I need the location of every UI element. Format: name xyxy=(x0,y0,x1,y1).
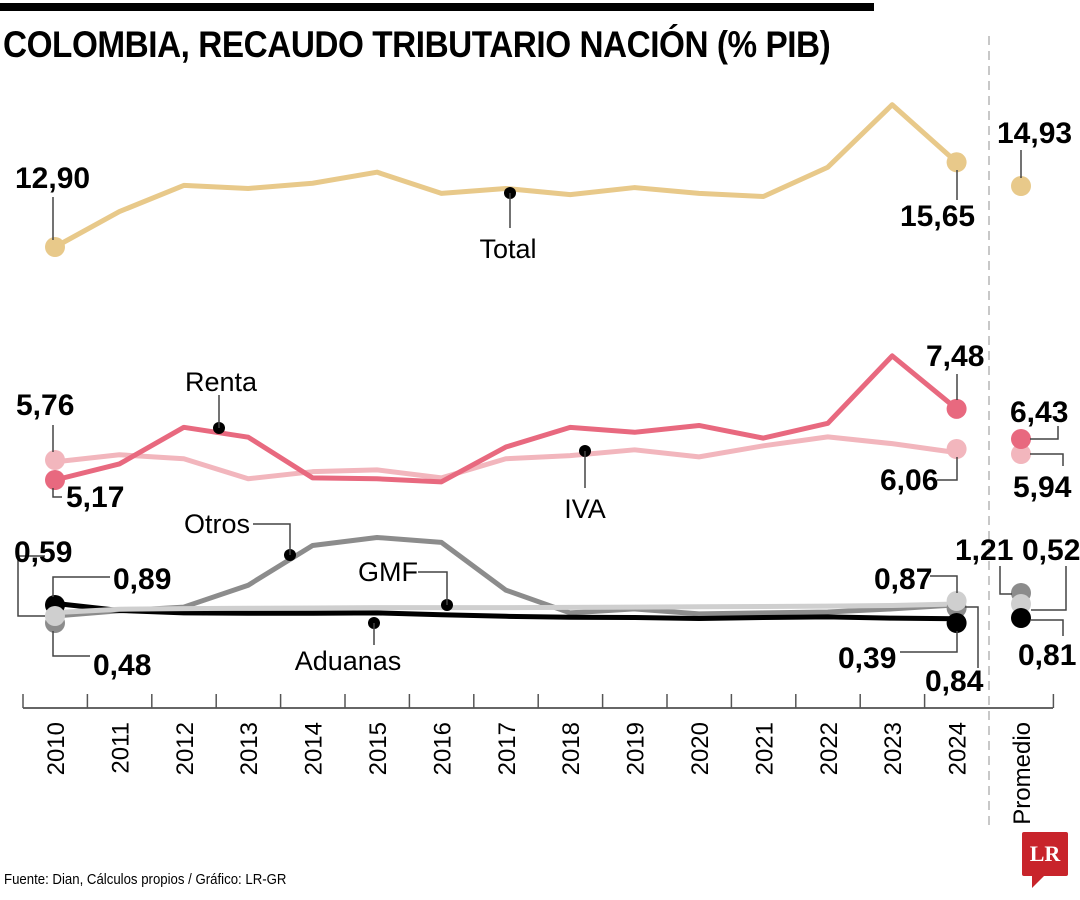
series-label-gmf: GMF xyxy=(358,557,418,587)
x-tick-label: 2017 xyxy=(494,722,521,775)
series-line-aduanas xyxy=(52,600,960,622)
value-label: 6,43 xyxy=(1010,396,1068,429)
x-tick-label: 2012 xyxy=(172,722,199,775)
leader-line xyxy=(418,571,448,605)
average-point-aduanas xyxy=(1011,608,1031,628)
leader-line xyxy=(965,606,979,668)
value-label: 0,39 xyxy=(838,642,896,675)
series-label-total: Total xyxy=(479,234,536,264)
value-label: 0,89 xyxy=(113,563,171,596)
x-tick-label: 2024 xyxy=(945,722,972,775)
value-label: 0,84 xyxy=(925,665,984,698)
series-line-renta xyxy=(52,353,960,485)
data-point-aduanas xyxy=(946,613,967,633)
x-tick-label: 2018 xyxy=(558,722,585,775)
series-label-renta: Renta xyxy=(185,367,258,397)
series-line-iva xyxy=(52,434,960,482)
leader-line xyxy=(17,555,45,617)
average-point-renta xyxy=(1011,429,1031,449)
x-tick-label: 2016 xyxy=(429,722,456,775)
value-label: 0,87 xyxy=(874,563,932,596)
leader-line xyxy=(1031,619,1064,636)
x-tick-label: 2019 xyxy=(623,722,650,775)
value-label: 5,17 xyxy=(66,481,124,514)
x-tick-label: 2020 xyxy=(687,722,714,775)
value-label: 7,48 xyxy=(926,340,984,373)
series-label-aduanas: Aduanas xyxy=(295,646,402,676)
data-point-iva xyxy=(45,450,65,470)
leader-line xyxy=(900,631,958,653)
value-label: 0,52 xyxy=(1022,534,1080,567)
leader-line xyxy=(52,488,62,498)
value-label: 0,81 xyxy=(1018,639,1076,672)
x-tick-label: 2022 xyxy=(816,722,843,775)
data-point-iva xyxy=(946,439,967,459)
value-label: 12,90 xyxy=(15,162,90,195)
value-label: 5,94 xyxy=(1013,471,1072,504)
series-line-total xyxy=(52,102,960,250)
leader-line xyxy=(52,576,110,597)
value-label: 1,21 xyxy=(955,534,1013,567)
leader-line xyxy=(52,631,90,657)
data-point-gmf xyxy=(946,591,967,611)
data-point-renta xyxy=(45,470,65,490)
data-point-total xyxy=(946,152,967,173)
leader-line xyxy=(1031,566,1067,611)
data-point-gmf xyxy=(45,606,65,626)
x-tick-label: 2015 xyxy=(365,722,392,775)
leader-line xyxy=(253,523,291,555)
x-tick-label: 2013 xyxy=(236,722,263,775)
leader-line xyxy=(930,575,958,593)
series-line-otros xyxy=(52,534,960,619)
average-point-total xyxy=(1011,176,1031,196)
data-point-total xyxy=(45,237,65,257)
x-tick-label: 2014 xyxy=(301,722,328,775)
leader-line xyxy=(999,566,1012,595)
x-tick-label: Promedio xyxy=(1009,722,1036,825)
series-label-iva: IVA xyxy=(564,494,606,524)
leader-line xyxy=(1030,426,1059,440)
x-tick-label: 2011 xyxy=(107,722,134,774)
source-note: Fuente: Dian, Cálculos propios / Gráfico… xyxy=(4,871,287,888)
annotations: 12,90 15,65 14,93 5,76 5,17 7,48 6,06 6,43 5,94 0… xyxy=(14,117,1080,698)
chart-title: COLOMBIA, RECAUDO TRIBUTARIO NACIÓN (% P… xyxy=(3,24,831,65)
series-line-gmf xyxy=(52,601,960,616)
x-tick-label: 2021 xyxy=(751,722,778,775)
x-tick-label: 2010 xyxy=(43,722,70,775)
data-point-renta xyxy=(946,398,967,419)
series-label-otros: Otros xyxy=(184,509,250,539)
lr-logo-icon: LR xyxy=(1022,832,1068,888)
series-markers xyxy=(45,152,1031,633)
value-label: 15,65 xyxy=(900,200,975,233)
value-label: 6,06 xyxy=(880,464,938,497)
top-rule xyxy=(0,3,874,11)
average-point-iva xyxy=(1011,444,1031,464)
leader-line xyxy=(1030,453,1064,466)
value-label: 0,48 xyxy=(93,649,151,682)
value-label: 0,59 xyxy=(14,536,72,569)
average-point-gmf xyxy=(1011,594,1031,614)
value-label: 14,93 xyxy=(997,117,1072,150)
leader-line xyxy=(937,457,958,481)
series-lines xyxy=(52,102,960,622)
x-tick-label: 2023 xyxy=(880,722,907,775)
x-axis: 2010 2011 2012 2013 2014 2015 2016 2017 2018 2019… xyxy=(22,36,1055,828)
value-label: 5,76 xyxy=(16,389,74,422)
